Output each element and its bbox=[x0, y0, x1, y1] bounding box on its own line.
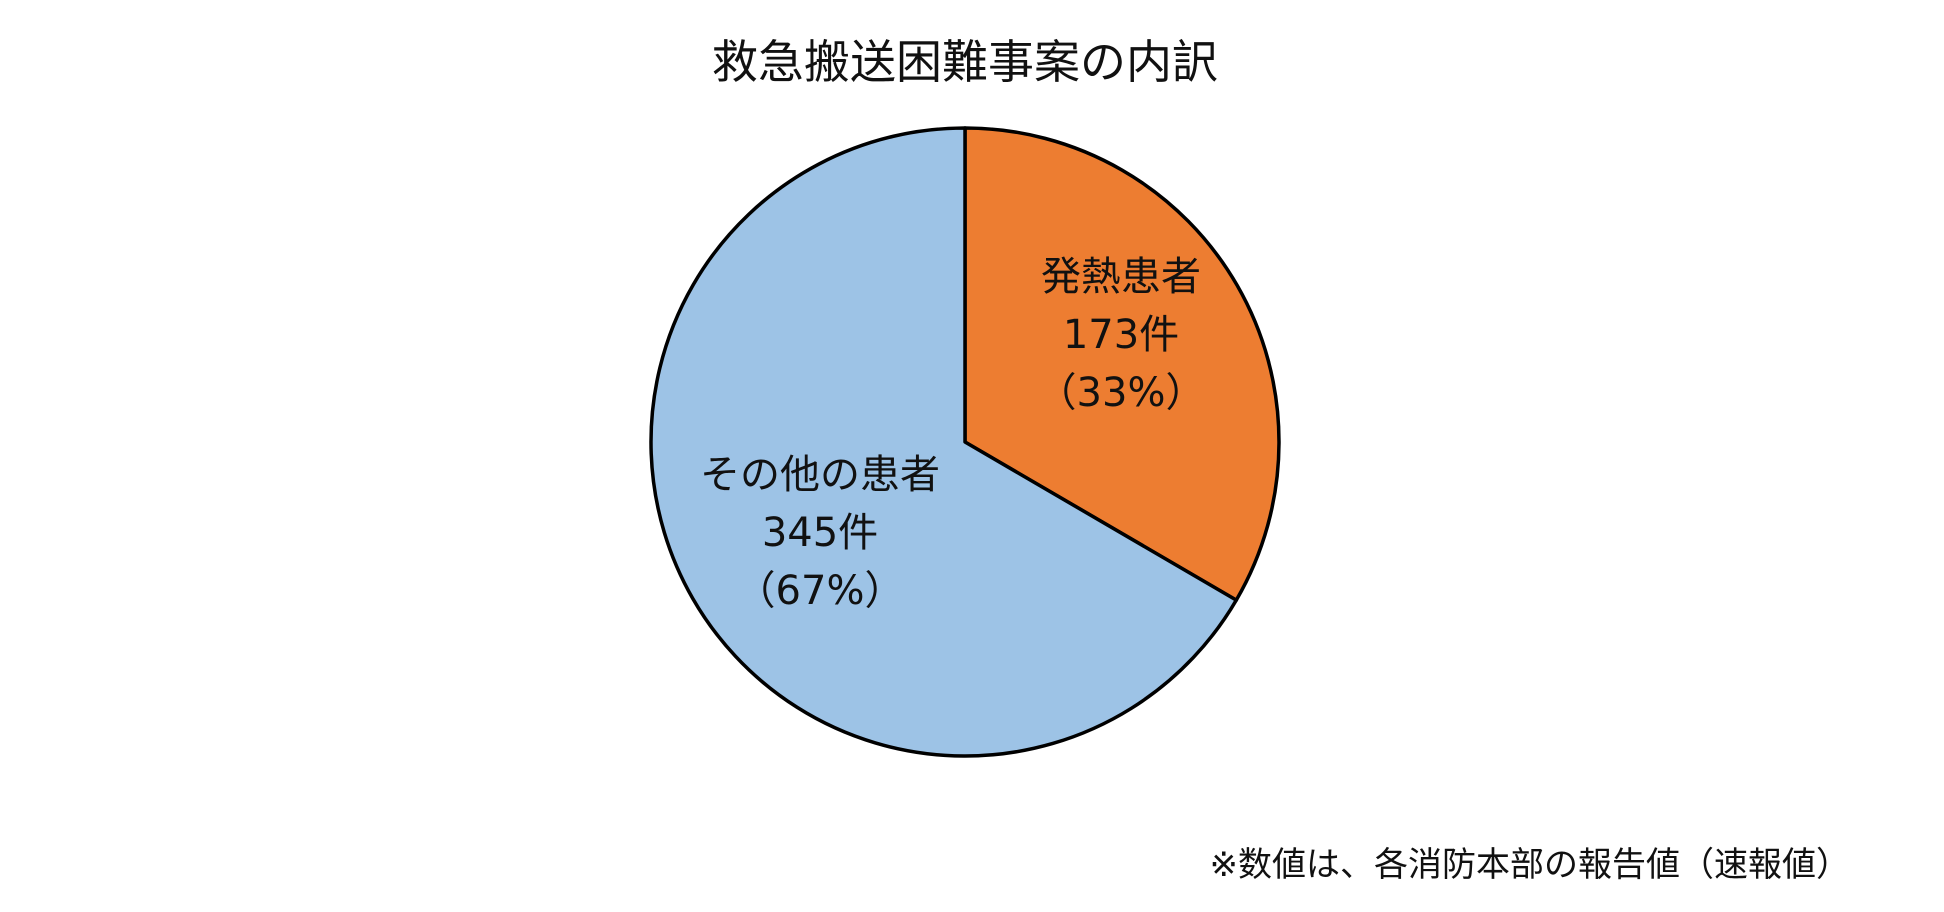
slice-labels: 発熱患者 173件 （33%） その他の患者 345件 （67%） bbox=[700, 254, 1205, 614]
pie-slices bbox=[649, 126, 1281, 758]
slice-name-2: その他の患者 bbox=[700, 452, 940, 498]
slice-percent-label-1: （33%） bbox=[1037, 370, 1206, 416]
chart-title: 救急搬送困難事案の内訳 bbox=[712, 35, 1218, 89]
slice-percent-label-2: （67%） bbox=[736, 568, 905, 614]
pie-slice-1 bbox=[963, 126, 1281, 602]
pie-slice-2 bbox=[649, 126, 1239, 758]
slice-name-1: 発熱患者 bbox=[1041, 254, 1201, 300]
slice-value-label-1: 173件 bbox=[1063, 312, 1179, 358]
footnote: ※数値は、各消防本部の報告値（速報値） bbox=[1210, 845, 1851, 885]
slice-value-label-2: 345件 bbox=[762, 510, 878, 556]
